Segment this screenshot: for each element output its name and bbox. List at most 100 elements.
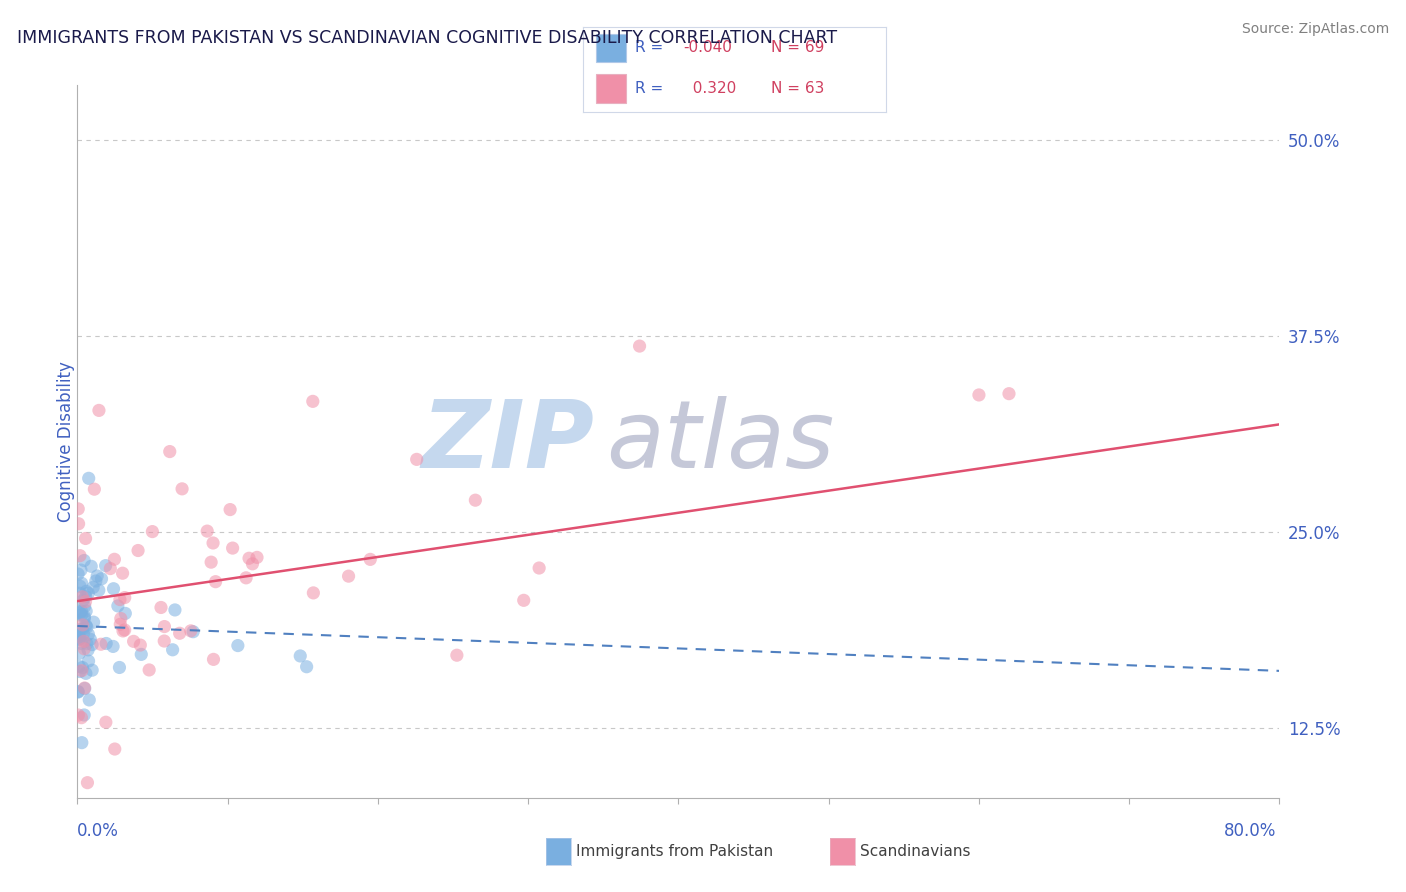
Point	[73, 611, 96, 625]
Point	[110, 611, 132, 625]
Point	[75, 666, 97, 681]
Point	[103, 582, 125, 596]
Point	[70, 576, 93, 591]
Point	[67, 708, 90, 723]
Point	[87, 403, 110, 417]
Text: Immigrants from Pakistan: Immigrants from Pakistan	[576, 845, 773, 859]
Point	[77, 643, 100, 657]
Point	[82, 580, 104, 594]
Point	[75, 590, 97, 604]
Point	[72, 660, 94, 674]
Point	[114, 623, 136, 637]
Point	[72, 618, 94, 632]
Point	[527, 561, 550, 575]
Point	[195, 524, 218, 538]
Point	[67, 684, 90, 698]
Point	[153, 634, 176, 648]
Point	[180, 624, 202, 638]
Point	[153, 619, 176, 633]
Text: R =: R =	[636, 40, 664, 55]
Point	[67, 516, 90, 531]
Text: Source: ZipAtlas.com: Source: ZipAtlas.com	[1241, 22, 1389, 37]
Point	[242, 557, 264, 571]
Bar	[596, 34, 626, 62]
Point	[77, 586, 100, 600]
Point	[69, 549, 91, 563]
Point	[141, 524, 163, 539]
Text: N = 69: N = 69	[770, 40, 824, 55]
Point	[405, 452, 427, 467]
Point	[159, 444, 181, 458]
Point	[70, 664, 93, 678]
Text: 0.0%: 0.0%	[77, 822, 120, 840]
Point	[108, 592, 131, 607]
Point	[90, 572, 112, 586]
Point	[76, 775, 98, 789]
Point	[72, 590, 94, 604]
Point	[87, 583, 110, 598]
Point	[111, 566, 134, 581]
Point	[73, 681, 96, 696]
Point	[73, 708, 96, 723]
Point	[69, 606, 91, 620]
Point	[114, 607, 136, 621]
Point	[114, 591, 136, 605]
Point	[246, 550, 269, 565]
Point	[75, 618, 97, 632]
Point	[163, 603, 186, 617]
Point	[73, 641, 96, 656]
Point	[295, 659, 318, 673]
Point	[72, 593, 94, 607]
Point	[238, 551, 260, 566]
Text: -0.040: -0.040	[683, 40, 733, 55]
Point	[73, 634, 96, 648]
Point	[67, 567, 90, 582]
Point	[181, 624, 204, 639]
Point	[200, 555, 222, 569]
Point	[998, 386, 1021, 401]
Point	[73, 553, 96, 567]
Point	[67, 685, 90, 699]
Point	[337, 569, 360, 583]
Point	[69, 586, 91, 600]
Point	[70, 736, 93, 750]
Point	[70, 607, 93, 622]
Point	[170, 482, 193, 496]
Point	[73, 681, 96, 695]
Point	[70, 563, 93, 577]
Point	[162, 642, 184, 657]
Point	[513, 593, 536, 607]
Point	[235, 571, 257, 585]
Point	[86, 569, 108, 583]
Point	[301, 394, 323, 409]
Point	[77, 471, 100, 485]
Point	[67, 502, 90, 516]
Point	[70, 604, 93, 618]
Point	[67, 659, 90, 673]
Point	[302, 586, 325, 600]
Point	[67, 632, 90, 647]
Point	[67, 628, 90, 642]
Y-axis label: Cognitive Disability: Cognitive Disability	[58, 361, 75, 522]
Point	[73, 609, 96, 624]
Text: Scandinavians: Scandinavians	[860, 845, 972, 859]
Text: R =: R =	[636, 81, 664, 96]
Point	[129, 638, 152, 652]
Point	[221, 541, 243, 555]
Point	[202, 652, 225, 666]
Text: atlas: atlas	[606, 396, 835, 487]
Point	[69, 622, 91, 636]
Point	[103, 552, 125, 566]
Point	[75, 532, 97, 546]
Point	[67, 646, 90, 660]
Text: ZIP: ZIP	[422, 395, 595, 488]
Point	[72, 622, 94, 636]
Point	[204, 574, 226, 589]
Point	[77, 654, 100, 668]
Point	[96, 636, 118, 650]
Point	[75, 594, 97, 608]
Point	[75, 584, 97, 599]
Point	[122, 634, 145, 648]
Point	[129, 648, 152, 662]
Point	[967, 388, 990, 402]
